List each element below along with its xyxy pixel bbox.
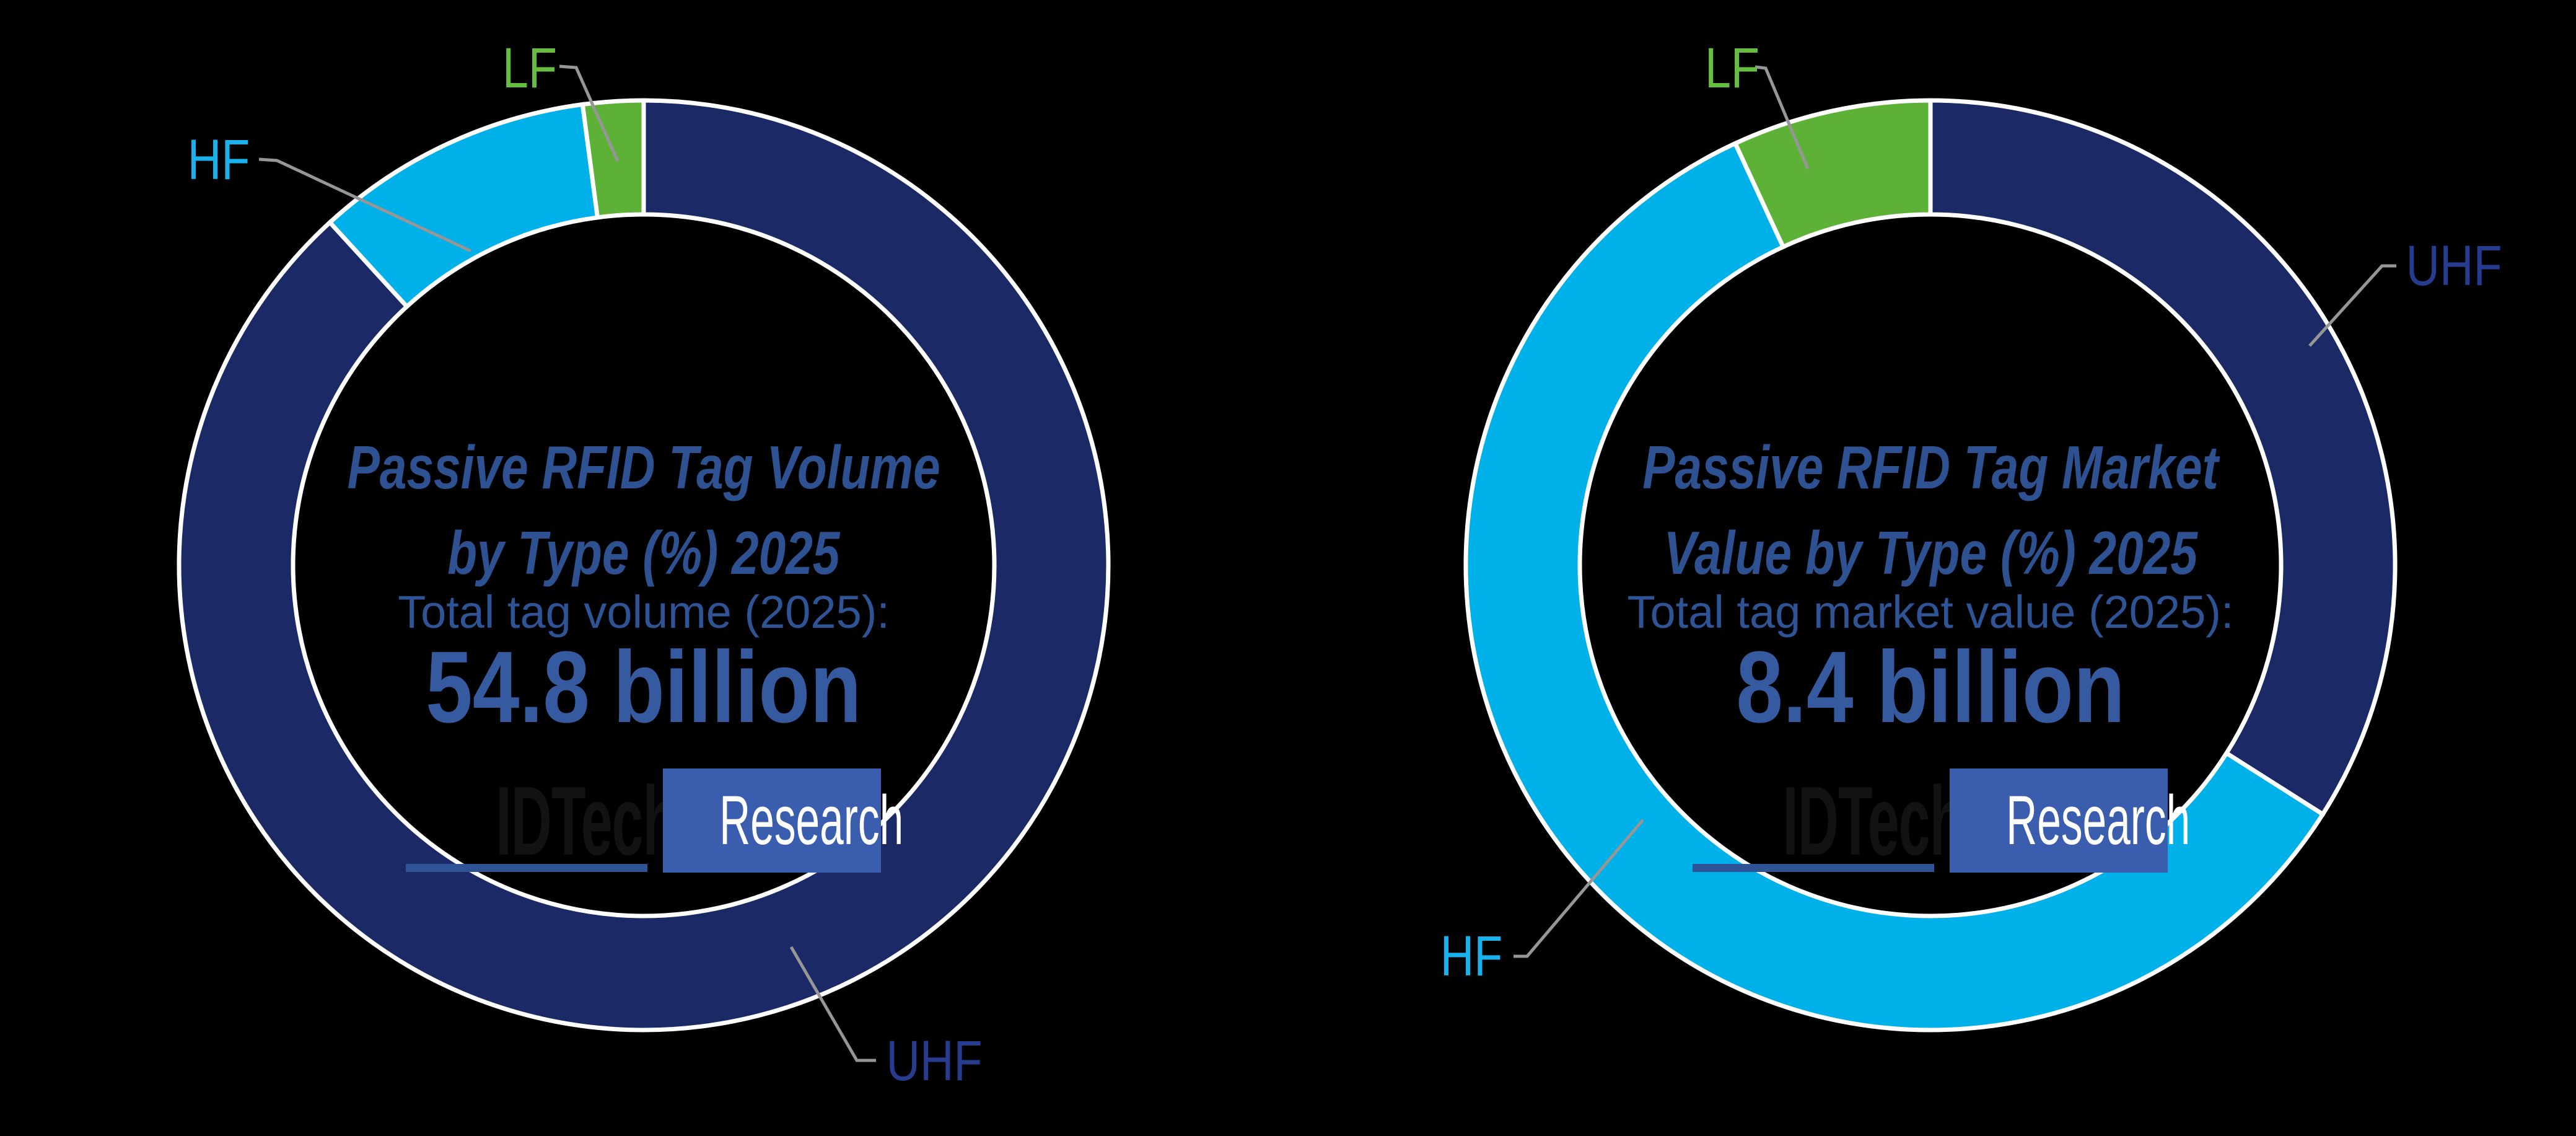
chart-title-line1: Passive RFID Tag Volume [347,433,940,501]
callout-label-lf: LF [1704,37,1760,100]
slice-uhf [1928,98,2398,817]
total-value-right: 8.4 billion [1736,630,2125,744]
research-badge: Research [1950,768,2190,873]
total-value-left: 54.8 billion [426,630,862,744]
donut-center-text-right: Passive RFID Tag Market Value by Type (%… [1497,425,2364,596]
slice-uhf [177,98,1111,1033]
idtechex-logo: IDTechEx Research [406,767,903,876]
total-label-left: Total tag volume (2025): [398,586,890,638]
total-label-right: Total tag market value (2025): [1627,586,2234,638]
callout-label-uhf: UHF [2406,234,2502,297]
slice-hf [1463,140,2326,1033]
research-badge: Research [663,768,903,873]
leader-line-lf [559,64,620,162]
donut-center-text-left: Passive RFID Tag Volume by Type (%) 2025 [210,425,1077,596]
callout-label-hf: HF [1440,925,1503,988]
idtechex-wordmark: IDTechEx [1782,767,2032,876]
leader-line-hf [1514,819,1644,958]
slice-lf [580,98,646,220]
callout-label-lf: LF [502,37,558,100]
idtechex-wordmark: IDTechEx [496,767,745,876]
slice-lf [1732,98,1933,250]
idtechex-underline [1693,864,1934,872]
chart-title-line2: Value by Type (%) 2025 [1663,519,2197,587]
chart-title-line2: by Type (%) 2025 [447,519,840,587]
callout-label-uhf: UHF [886,1029,983,1093]
idtechex-underline [406,864,647,872]
callout-label-hf: HF [187,128,250,192]
leader-line-hf [258,157,472,253]
leader-line-uhf [789,946,876,1062]
leader-line-uhf [2308,264,2396,347]
idtechex-logo: IDTechEx Research [1693,767,2190,876]
leader-line-lf [1755,65,1810,169]
chart-title-line1: Passive RFID Tag Market [1642,433,2219,501]
